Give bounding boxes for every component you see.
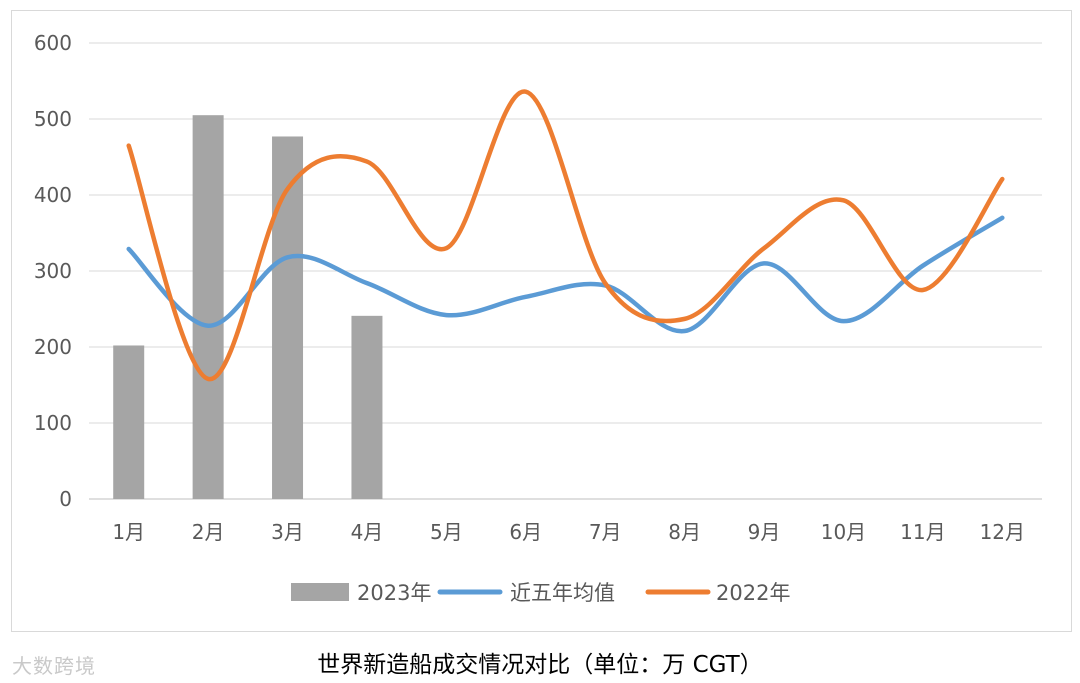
bar-2023-4: [351, 315, 383, 499]
bar-2023-2: [192, 115, 224, 499]
x-tick-labels: 1月 2月 3月 4月 5月 6月 7月 8月 9月 10月 11月 12月: [112, 520, 1025, 544]
legend-label: 2022年: [716, 581, 790, 605]
x-tick-label: 3月: [271, 520, 304, 544]
legend: 2023年 近五年均值 2022年: [291, 581, 790, 605]
x-tick-label: 1月: [112, 520, 145, 544]
x-tick-label: 9月: [748, 520, 781, 544]
series-line-1: [126, 215, 1005, 334]
y-tick-label: 500: [34, 107, 72, 131]
y-tick-labels: 0 100 200 300 400 500 600: [34, 31, 72, 511]
x-tick-label: 11月: [900, 520, 945, 544]
chart-caption: 世界新造船成交情况对比（单位：万 CGT）: [317, 652, 763, 678]
x-tick-label: 10月: [821, 520, 866, 544]
chart-svg: 0 100 200 300 400 500 600 1月 2月 3月 4月 5月 6月 7月 8月 9月 10…: [34, 31, 1042, 605]
x-tick-label: 5月: [430, 520, 463, 544]
y-tick-label: 200: [34, 335, 72, 359]
bar-2023-1: [113, 345, 145, 499]
chart-frame: 0 100 200 300 400 500 600 1月 2月 3月 4月 5月 6月 7月 8月 9月 10…: [11, 10, 1072, 632]
line-layer: [126, 89, 1005, 382]
series-line-2: [126, 89, 1005, 382]
legend-label: 近五年均值: [510, 581, 615, 605]
legend-label: 2023年: [357, 581, 431, 605]
bar-layer: [113, 115, 383, 499]
x-tick-label: 12月: [980, 520, 1025, 544]
y-tick-label: 400: [34, 183, 72, 207]
x-tick-label: 8月: [668, 520, 701, 544]
legend-swatch: [291, 583, 349, 601]
y-tick-label: 0: [59, 487, 72, 511]
grid-layer: [89, 42, 1042, 500]
bar-2023-3: [272, 136, 304, 499]
x-tick-label: 6月: [509, 520, 542, 544]
y-tick-label: 600: [34, 31, 72, 55]
x-tick-label: 4月: [351, 520, 384, 544]
x-tick-label: 7月: [589, 520, 622, 544]
x-tick-label: 2月: [192, 520, 225, 544]
watermark: 大数跨境: [12, 654, 96, 678]
y-tick-label: 100: [34, 411, 72, 435]
y-tick-label: 300: [34, 259, 72, 283]
